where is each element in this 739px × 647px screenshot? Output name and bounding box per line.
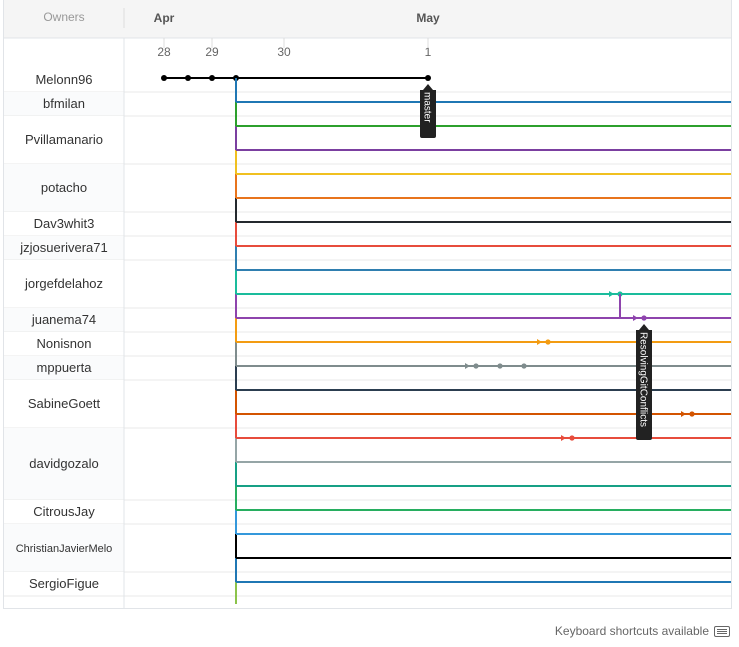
branch-label-master: master	[422, 92, 433, 123]
commit-dot[interactable]	[185, 75, 191, 81]
owner-name: ChristianJavierMelo	[16, 543, 113, 555]
commit-dot[interactable]	[473, 363, 479, 369]
owner-name: mppuerta	[37, 360, 93, 375]
owner-name: juanema74	[31, 312, 96, 327]
owner-row	[4, 68, 124, 92]
owner-name: Nonisnon	[37, 336, 92, 351]
owner-row	[4, 500, 124, 524]
day-label: 29	[205, 45, 219, 59]
merge-arrow	[465, 363, 470, 369]
owner-row	[4, 380, 124, 428]
owner-name: Melonn96	[35, 72, 92, 87]
owners-label: Owners	[43, 10, 84, 24]
branch-fork-line	[619, 294, 638, 319]
owner-row	[4, 92, 124, 116]
branch-label-resolvinggitconflicts: ResolvingGitConflicts	[638, 332, 649, 427]
merge-arrow	[609, 291, 614, 297]
owner-row	[4, 116, 124, 164]
commit-dot[interactable]	[209, 75, 215, 81]
owner-name: davidgozalo	[29, 456, 98, 471]
month-header	[4, 0, 731, 38]
owner-name: CitrousJay	[33, 504, 95, 519]
merge-arrow	[537, 339, 542, 345]
owner-name: bfmilan	[43, 96, 85, 111]
owner-name: SabineGoett	[28, 396, 101, 411]
owner-name: jzjosuerivera71	[19, 240, 107, 255]
owner-row	[4, 524, 124, 572]
commit-dot[interactable]	[569, 435, 575, 441]
owner-name: jorgefdelahoz	[24, 276, 103, 291]
owner-row	[4, 236, 124, 260]
network-canvas[interactable]: Owners Melonn96 bfmilan Pvillamanario potach…	[4, 0, 731, 608]
owner-row	[4, 572, 124, 596]
keyboard-shortcuts-text: Keyboard shortcuts available	[554, 624, 709, 638]
owner-row	[4, 308, 124, 332]
day-label: 1	[425, 45, 432, 59]
day-label: 30	[277, 45, 291, 59]
merge-arrow	[681, 411, 686, 417]
owner-row	[4, 260, 124, 308]
merge-arrow	[633, 315, 638, 321]
network-graph[interactable]: Owners Melonn96 bfmilan Pvillamanario potach…	[3, 0, 732, 609]
keyboard-icon[interactable]	[714, 625, 730, 637]
owner-row	[4, 428, 124, 500]
owner-row	[4, 212, 124, 236]
owner-name: potacho	[41, 180, 87, 195]
branch-label-master-bg[interactable]	[420, 84, 436, 138]
commit-dot[interactable]	[545, 339, 551, 345]
owner-name: SergioFigue	[29, 576, 99, 591]
commit-dot[interactable]	[425, 75, 431, 81]
owner-row	[4, 356, 124, 380]
keyboard-shortcuts-notice: Keyboard shortcuts available	[555, 624, 730, 638]
merge-arrow	[561, 435, 566, 441]
commit-dot[interactable]	[641, 315, 647, 321]
commit-dot[interactable]	[689, 411, 695, 417]
owner-name: Pvillamanario	[25, 132, 103, 147]
owner-row	[4, 332, 124, 356]
commit-dot[interactable]	[497, 363, 503, 369]
owner-row	[4, 164, 124, 212]
commit-dot[interactable]	[161, 75, 167, 81]
commit-dot[interactable]	[521, 363, 527, 369]
day-label: 28	[157, 45, 171, 59]
branch-label-resolvinggitconflicts-bg[interactable]	[636, 324, 652, 440]
owner-name: Dav3whit3	[34, 216, 95, 231]
month-label: Apr	[154, 11, 175, 25]
month-label: May	[416, 11, 440, 25]
